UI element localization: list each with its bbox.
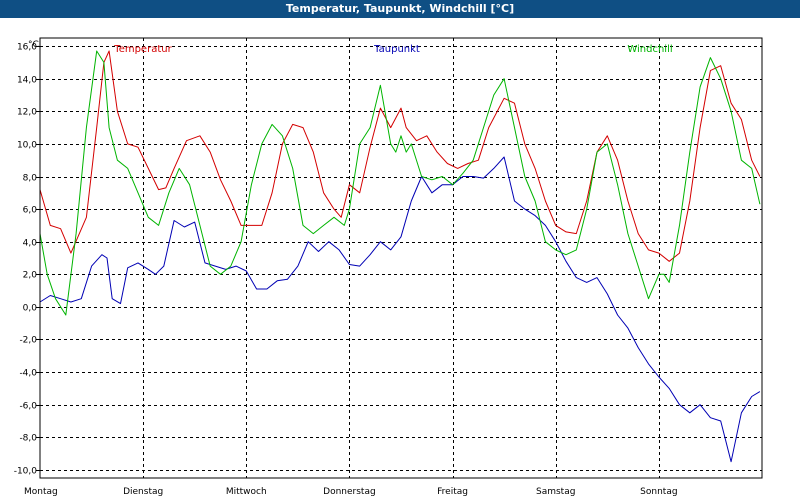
- y-tick-label: 8,0: [23, 174, 38, 184]
- legend-temperatur: Temperatur: [113, 44, 172, 55]
- y-tick-label: 14,0: [17, 76, 37, 86]
- x-tick-day: Donnerstag: [323, 487, 376, 497]
- y-tick-label: -4,0: [19, 369, 37, 379]
- y-tick-label: -10,0: [14, 467, 38, 477]
- y-tick-label: -2,0: [19, 336, 37, 346]
- legend-taupunkt: Taupunkt: [373, 44, 420, 55]
- y-tick-label: 10,0: [17, 141, 37, 151]
- y-tick-label: -6,0: [19, 402, 37, 412]
- grid: [40, 38, 762, 478]
- x-axis: Montag18.02.19Dienstag19.02.19Mittwoch20…: [24, 487, 678, 497]
- y-tick-label: 16,0: [17, 43, 37, 53]
- x-tick-day: Sonntag: [640, 487, 677, 497]
- x-tick-day: Samstag: [536, 487, 575, 497]
- y-tick-label: 0,0: [23, 304, 38, 314]
- x-tick-day: Dienstag: [123, 487, 163, 497]
- series-line-windchill: [39, 50, 761, 316]
- plot-frame: [39, 37, 763, 479]
- y-tick-label: -8,0: [19, 434, 37, 444]
- legend-windchill: Windchill: [627, 44, 672, 55]
- series-line-taupunkt: [39, 156, 761, 463]
- y-unit-label: °C: [28, 40, 39, 50]
- plot-background: [40, 38, 762, 478]
- series-lines: [39, 50, 761, 463]
- line-chart: 16,0 14,0 12,0 10,0 8,0 6,0 4,0 2,0 0,0 -2,0 -4,0 -…: [14, 37, 763, 497]
- x-tick-day: Montag: [24, 487, 58, 497]
- series-line-temperatur: [39, 50, 761, 262]
- y-tick-label: 6,0: [23, 206, 38, 216]
- window-title: Temperatur, Taupunkt, Windchill [°C]: [0, 0, 800, 18]
- x-tick-day: Mittwoch: [226, 487, 267, 497]
- y-tick-label: 4,0: [23, 239, 38, 249]
- y-tick-label: 2,0: [23, 271, 38, 281]
- y-axis: 16,0 14,0 12,0 10,0 8,0 6,0 4,0 2,0 0,0 -2,0 -4,0 -…: [14, 43, 40, 477]
- y-tick-label: 12,0: [17, 108, 37, 118]
- x-tick-day: Freitag: [437, 487, 468, 497]
